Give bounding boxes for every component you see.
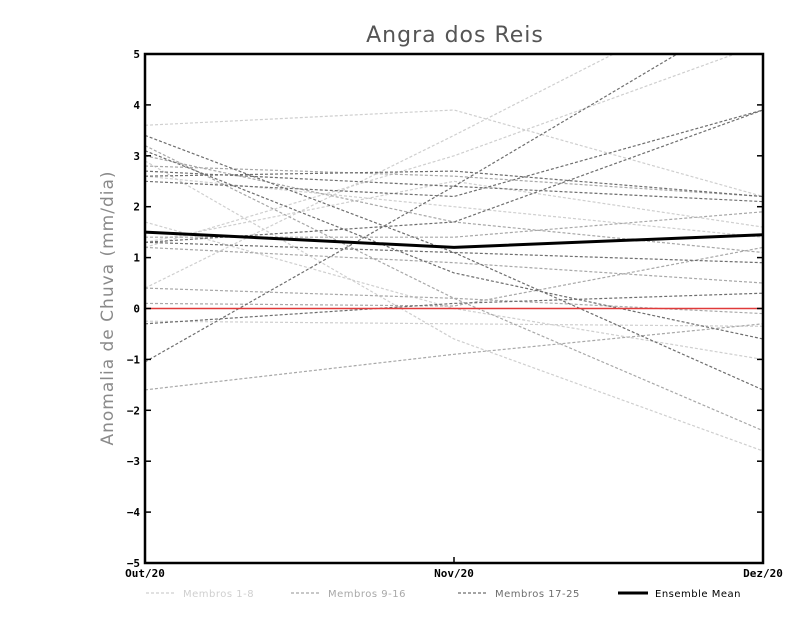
member-line-m8	[145, 175, 763, 238]
y-tick-label: 5	[133, 48, 140, 61]
y-ticks: 5 4 3 2 1 0 −1 −2 −3 −4 −5	[127, 48, 763, 570]
y-tick-label: 2	[133, 201, 140, 214]
legend-label: Membros 1-8	[183, 589, 254, 600]
legend-label: Membros 17-25	[495, 589, 580, 600]
mean-layer	[145, 230, 763, 249]
legend-label: Ensemble Mean	[655, 589, 741, 600]
x-ticks: Out/20 Nov/20 Dez/20	[125, 557, 783, 580]
y-axis-label: Anomalia de Chuva (mm/dia)	[98, 170, 118, 445]
y-tick-label: −4	[127, 506, 141, 519]
member-line-m13	[145, 246, 763, 284]
member-line-m21	[145, 170, 763, 198]
chart-title: Angra dos Reis	[366, 23, 544, 48]
legend-label: Membros 9-16	[328, 589, 406, 600]
legend: Membros 1-8 Membros 9-16 Membros 17-25 Ense…	[146, 589, 741, 600]
y-tick-label: 1	[133, 252, 140, 265]
member-line-m25	[145, 150, 763, 340]
member-line-m23	[145, 241, 763, 264]
member-line-m19	[145, 134, 763, 391]
x-tick-label: Out/20	[125, 567, 165, 580]
y-tick-label: −2	[127, 404, 140, 417]
y-tick-label: 0	[133, 303, 140, 316]
member-line-m17	[145, 54, 679, 363]
member-line-m5	[145, 320, 763, 327]
y-tick-label: 4	[133, 99, 140, 112]
x-tick-label: Nov/20	[434, 567, 474, 580]
member-line-m9	[145, 323, 763, 391]
member-line-m4	[145, 160, 763, 452]
y-tick-label: −1	[127, 353, 141, 366]
y-tick-label: −3	[127, 455, 140, 468]
y-tick-label: −5	[127, 557, 140, 570]
ensemble-mean-line	[145, 230, 763, 249]
x-tick-label: Dez/20	[743, 567, 783, 580]
member-line-m3	[145, 54, 737, 248]
member-line-m14	[145, 165, 763, 198]
y-tick-label: 3	[133, 150, 140, 163]
member-line-m20	[145, 292, 763, 325]
member-line-m16	[145, 155, 763, 254]
member-line-m24	[145, 170, 763, 203]
